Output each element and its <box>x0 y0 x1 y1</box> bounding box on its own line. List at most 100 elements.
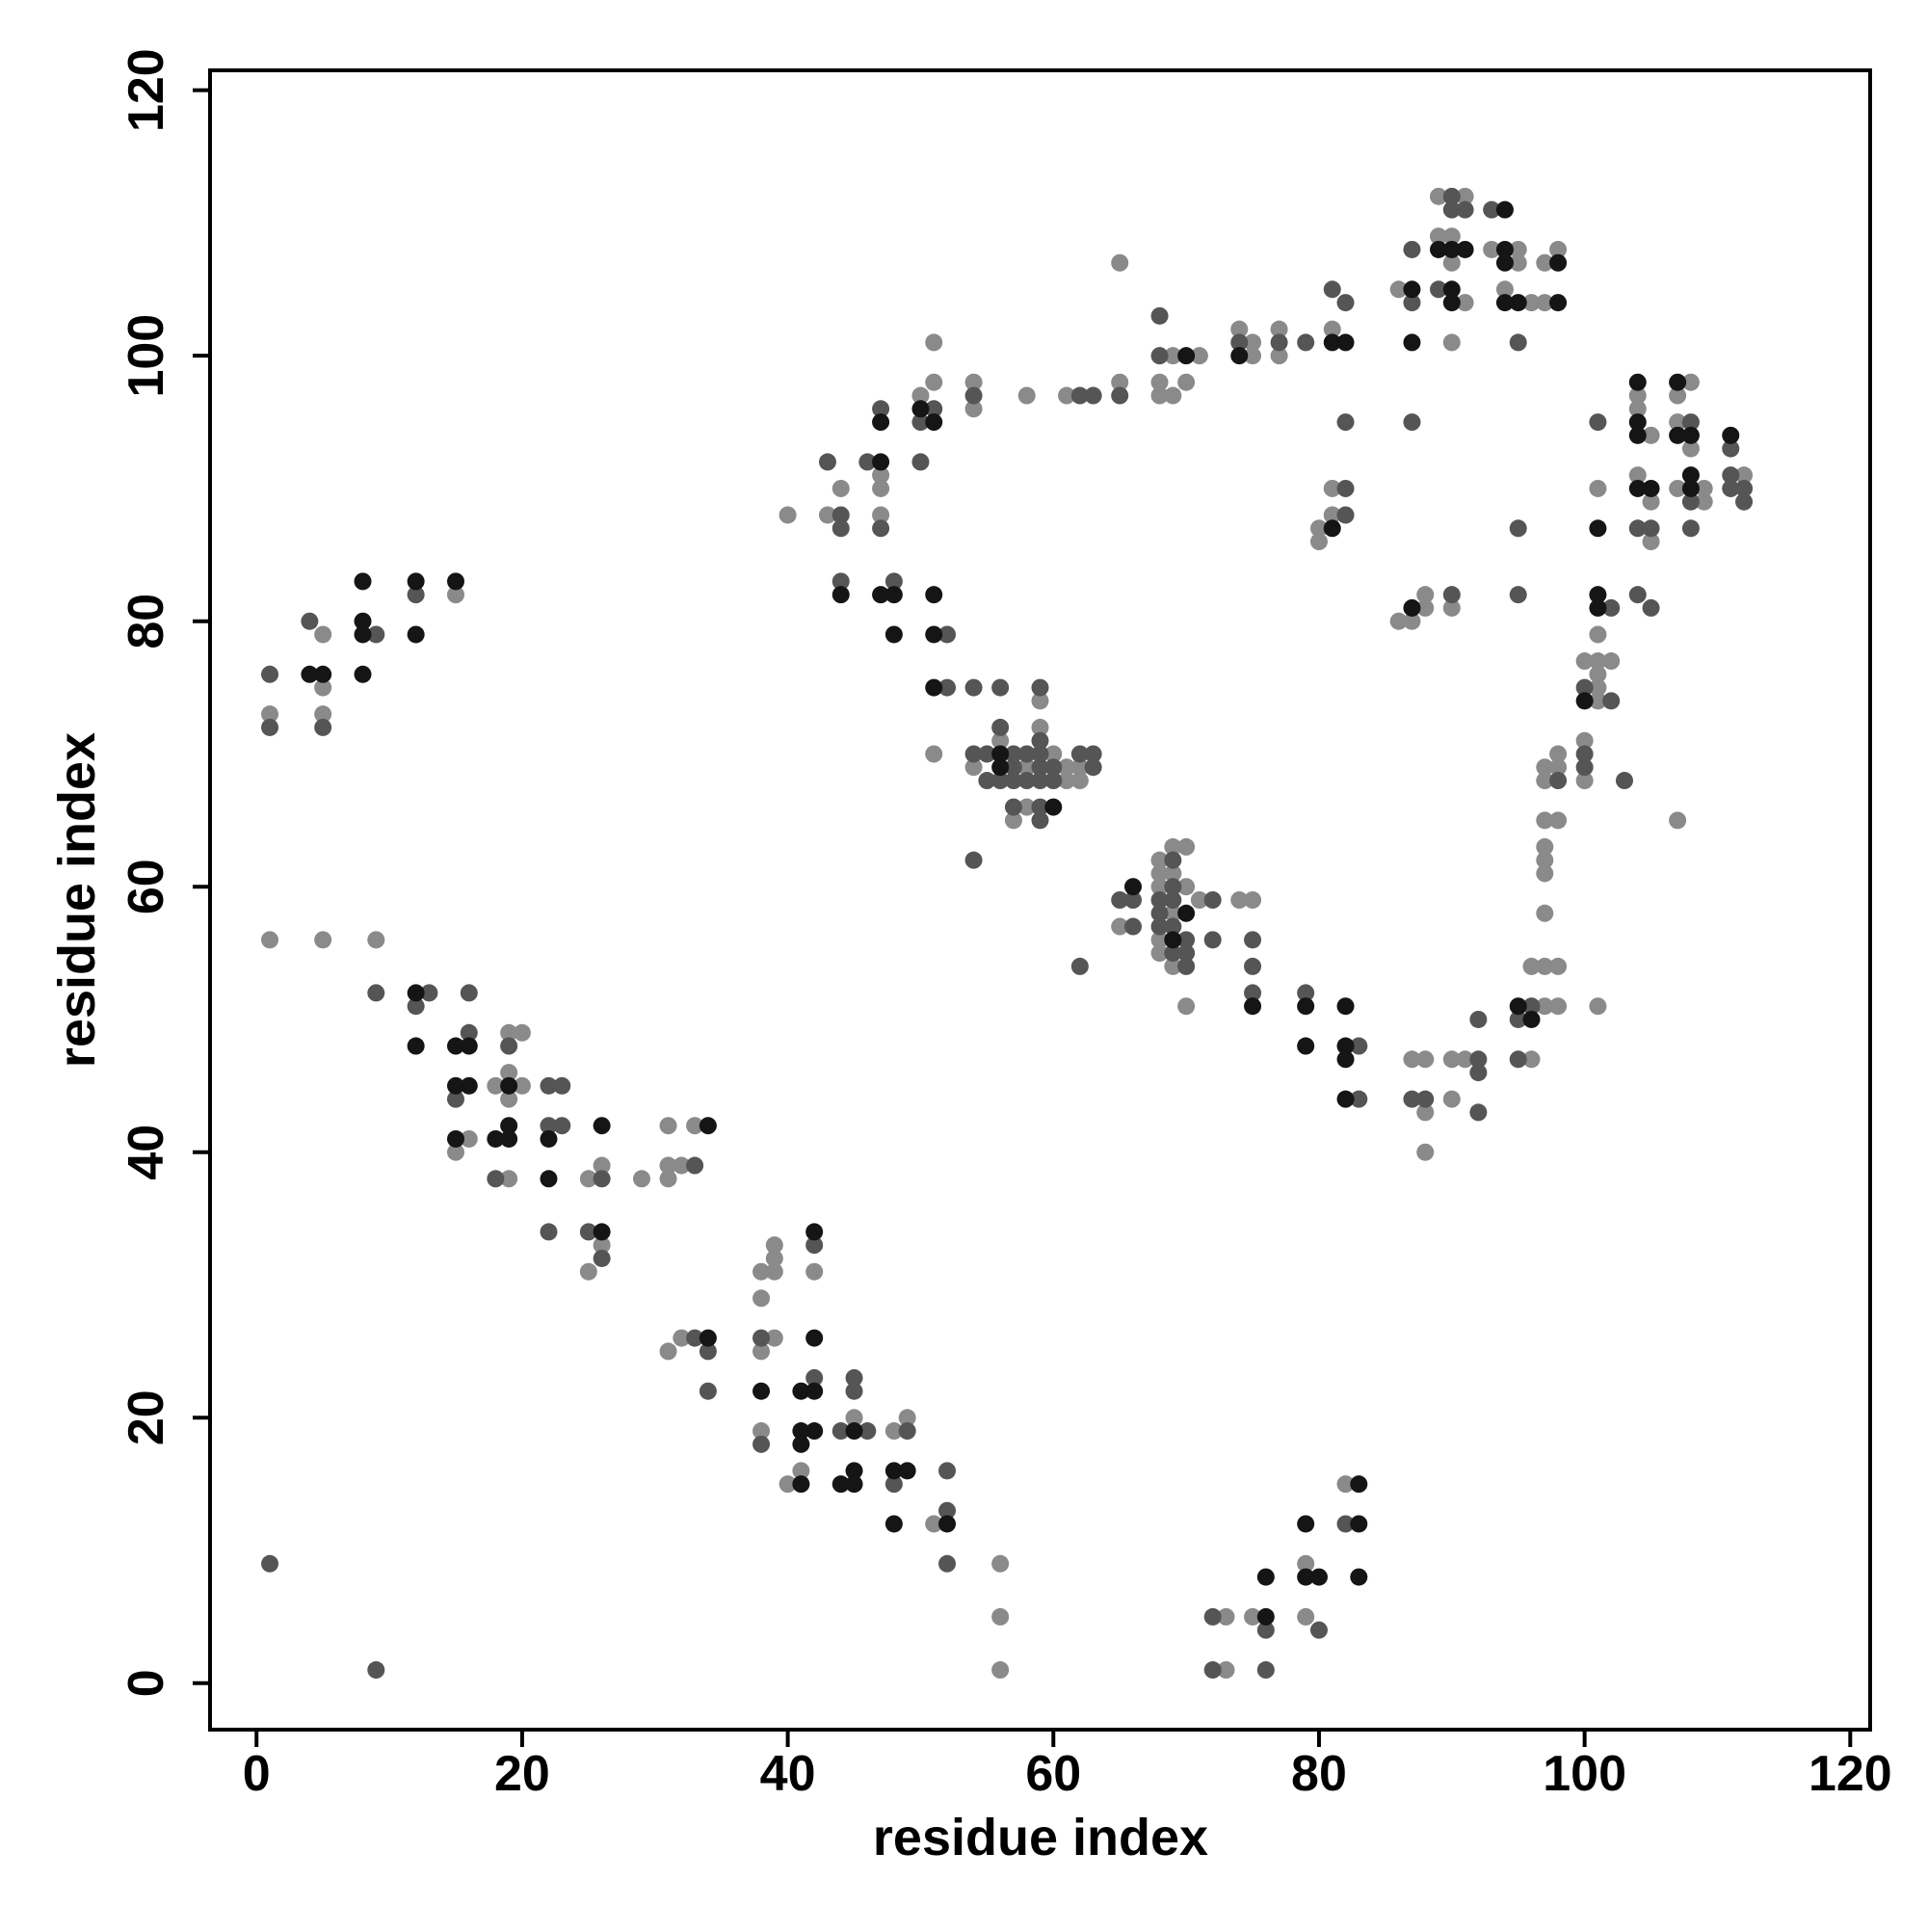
contact-point <box>659 1117 677 1135</box>
contact-point <box>1070 957 1089 975</box>
contact-point <box>1536 811 1554 830</box>
contact-point <box>752 1289 771 1308</box>
contact-point <box>1589 678 1607 697</box>
contact-point <box>1642 533 1660 551</box>
contact-point <box>1509 997 1527 1016</box>
contact-point <box>1416 1103 1435 1122</box>
contact-point <box>1669 811 1687 830</box>
contact-point <box>845 1382 863 1400</box>
contact-point <box>1536 957 1554 975</box>
contact-point <box>832 1422 850 1441</box>
contact-point <box>1442 1050 1461 1069</box>
contact-point <box>752 1435 771 1453</box>
contact-point <box>447 572 465 591</box>
contact-point <box>261 931 279 949</box>
contact-point <box>1469 1050 1488 1069</box>
contact-point <box>1536 772 1554 790</box>
contact-point <box>1244 997 1262 1016</box>
contact-point <box>1164 957 1182 975</box>
contact-point <box>1150 931 1169 949</box>
contact-point <box>1084 386 1102 405</box>
contact-point <box>407 572 425 591</box>
x-axis-title: residue index <box>873 1809 1208 1866</box>
contact-point <box>1164 837 1182 856</box>
contact-point <box>1442 280 1461 299</box>
contact-point <box>1044 798 1063 816</box>
contact-point <box>858 453 877 471</box>
contact-point <box>1509 253 1527 272</box>
contact-point <box>1681 439 1700 458</box>
contact-point <box>925 625 943 644</box>
contact-point <box>447 1143 465 1161</box>
contact-point <box>1442 598 1461 617</box>
contact-point <box>978 745 996 763</box>
contact-point <box>1403 294 1421 312</box>
contact-point <box>1642 479 1660 497</box>
contact-point <box>659 1156 677 1175</box>
contact-point <box>1589 598 1607 617</box>
contact-point <box>872 519 890 538</box>
x-tick-label: 40 <box>760 1746 816 1802</box>
contact-point <box>1058 772 1076 790</box>
contact-point <box>553 1117 571 1135</box>
contact-point <box>1575 758 1594 777</box>
contact-point <box>832 506 850 524</box>
contact-point <box>1575 745 1594 763</box>
contact-point <box>1256 1568 1275 1586</box>
contact-point <box>1150 373 1169 391</box>
contact-point <box>872 413 890 432</box>
contact-point <box>1430 240 1448 258</box>
contact-point <box>1309 533 1328 551</box>
contact-point <box>500 1064 518 1082</box>
contact-point <box>1336 1037 1355 1055</box>
contact-point <box>911 400 930 418</box>
contact-point <box>1256 1621 1275 1639</box>
contact-point <box>1164 386 1182 405</box>
contact-point <box>911 413 930 432</box>
contact-point <box>925 413 943 432</box>
contact-point <box>1244 347 1262 365</box>
contact-point <box>1403 598 1421 617</box>
contact-point <box>673 1156 691 1175</box>
y-axis-title: residue index <box>48 732 106 1068</box>
contact-point <box>673 1329 691 1347</box>
contact-point <box>1164 944 1182 963</box>
contact-point <box>1509 586 1527 604</box>
contact-point <box>593 1170 611 1188</box>
contact-point <box>1430 227 1448 246</box>
contact-point <box>1017 386 1036 405</box>
contact-point <box>1722 479 1740 497</box>
contact-point <box>1017 772 1036 790</box>
contact-point <box>1123 891 1142 909</box>
contact-point <box>1456 1050 1474 1069</box>
contact-point <box>1177 997 1196 1016</box>
contact-point <box>1150 864 1169 883</box>
contact-point <box>1642 426 1660 444</box>
contact-point <box>872 479 890 497</box>
contact-point <box>925 333 943 352</box>
contact-point <box>752 1422 771 1441</box>
contact-point <box>1323 479 1341 497</box>
x-tick-label: 20 <box>494 1746 550 1802</box>
contact-point <box>832 1475 850 1494</box>
contact-point <box>447 586 465 604</box>
contact-point <box>540 1129 558 1148</box>
contact-point <box>460 1023 478 1042</box>
contact-point <box>1070 758 1089 777</box>
contact-point <box>540 1170 558 1188</box>
contact-point <box>1177 878 1196 896</box>
contact-point <box>1031 745 1049 763</box>
contact-point <box>925 678 943 697</box>
contact-point <box>447 1129 465 1148</box>
y-tick-label: 40 <box>119 1125 174 1180</box>
contact-point <box>1111 386 1129 405</box>
contact-point <box>1230 891 1249 909</box>
contact-point <box>1575 652 1594 671</box>
contact-point <box>884 1475 903 1494</box>
contact-point <box>832 479 850 497</box>
x-tick-label: 0 <box>243 1746 271 1802</box>
contact-point <box>752 1262 771 1281</box>
contact-point <box>1031 798 1049 816</box>
contact-point <box>1070 386 1089 405</box>
contact-point <box>858 1422 877 1441</box>
